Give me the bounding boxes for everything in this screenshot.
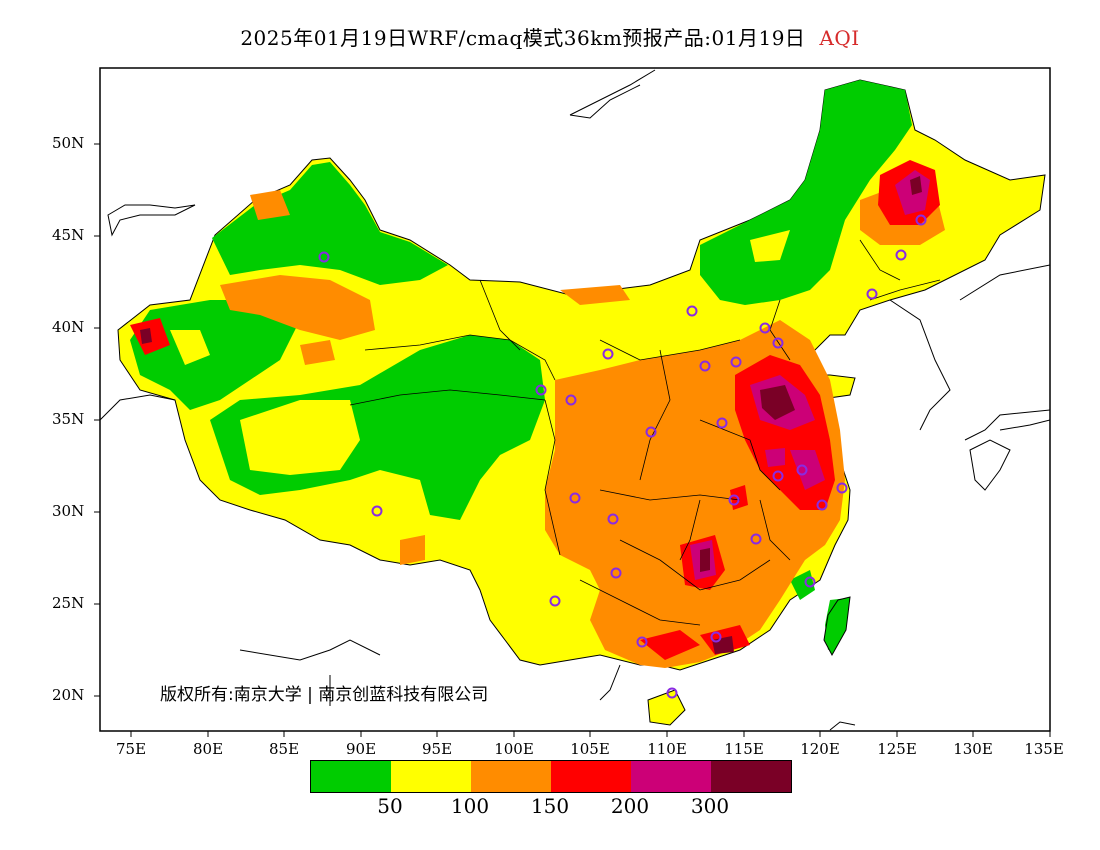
legend-label-300: 300 xyxy=(690,794,730,818)
taiwan-island xyxy=(823,596,851,657)
y-tick-50n: 50N xyxy=(52,134,85,152)
legend-label-50: 50 xyxy=(377,794,403,818)
legend-swatch-3 xyxy=(551,761,631,792)
y-tick-45n: 45N xyxy=(52,226,85,244)
legend-swatch-4 xyxy=(631,761,711,792)
title-variable: AQI xyxy=(819,26,860,50)
x-tick-120e: 120E xyxy=(800,740,840,758)
province-boundaries xyxy=(349,239,941,626)
x-tick-105e: 105E xyxy=(570,740,610,758)
legend-swatch-2 xyxy=(471,761,551,792)
aqi-yellow-zones xyxy=(170,230,790,475)
x-tick-80e: 80E xyxy=(192,740,224,758)
x-tick-130e: 130E xyxy=(953,740,993,758)
y-tick-30n: 30N xyxy=(52,502,85,520)
copyright-text: 版权所有:南京大学 | 南京创蓝科技有限公司 xyxy=(160,685,489,705)
y-tick-25n: 25N xyxy=(52,594,85,612)
hainan-island xyxy=(647,689,686,726)
legend-swatch-0 xyxy=(311,761,391,792)
x-tick-90e: 90E xyxy=(345,740,377,758)
y-tick-35n: 35N xyxy=(52,410,85,428)
x-tick-135e: 135E xyxy=(1024,740,1064,758)
x-tick-100e: 100E xyxy=(494,740,534,758)
map-title: 2025年01月19日WRF/cmaq模式36km预报产品:01月19日 AQI xyxy=(0,22,1100,51)
neighbor-borders xyxy=(100,69,1050,731)
y-tick-40n: 40N xyxy=(52,318,85,336)
x-tick-110e: 110E xyxy=(647,740,687,758)
legend-label-100: 100 xyxy=(450,794,490,818)
legend-swatch-5 xyxy=(711,761,791,792)
y-tick-20n: 20N xyxy=(52,686,85,704)
x-tick-85e: 85E xyxy=(268,740,300,758)
axis-ticks xyxy=(94,143,1051,737)
x-tick-115e: 115E xyxy=(724,740,764,758)
legend-label-200: 200 xyxy=(610,794,650,818)
legend-swatch-1 xyxy=(391,761,471,792)
x-tick-75e: 75E xyxy=(115,740,147,758)
title-main: 2025年01月19日WRF/cmaq模式36km预报产品:01月19日 xyxy=(240,26,806,50)
x-tick-95e: 95E xyxy=(421,740,453,758)
station-markers xyxy=(318,214,927,699)
aqi-legend xyxy=(310,760,792,793)
legend-label-150: 150 xyxy=(530,794,570,818)
x-tick-125e: 125E xyxy=(877,740,917,758)
